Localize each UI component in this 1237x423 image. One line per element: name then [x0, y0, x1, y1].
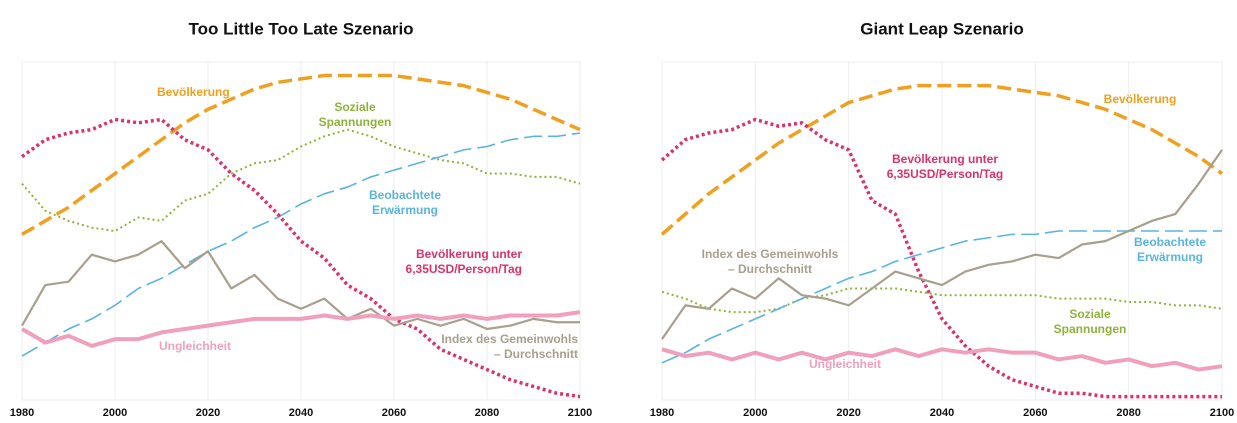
label-line: Soziale — [1069, 307, 1111, 321]
label-line: Bevölkerung — [157, 85, 230, 99]
chart-title: Giant Leap Szenario — [860, 19, 1023, 38]
label-line: 6,35USD/Person/Tag — [406, 262, 522, 276]
x-tick-label: 2080 — [1116, 407, 1140, 419]
label-line: Index des Gemeinwohls — [702, 247, 839, 261]
series-label: Bevölkerung unter 6,35USD/Person/Tag — [887, 152, 1003, 181]
series-label: Index des Gemeinwohls – Durchschnitt — [702, 247, 839, 276]
series-label: Bevölkerung — [1104, 92, 1177, 106]
label-line: Erwärmung — [1137, 250, 1203, 264]
series-line — [661, 149, 1223, 340]
series-label: Bevölkerung — [157, 85, 230, 99]
chart-title: Too Little Too Late Szenario — [188, 19, 413, 38]
label-line: – Durchschnitt — [728, 262, 812, 276]
label-line: Erwärmung — [372, 203, 438, 217]
series-label: Soziale Spannungen — [319, 100, 392, 129]
series-label: Index des Gemeinwohls – Durchschnitt — [441, 332, 578, 361]
x-tick-label: 2100 — [568, 407, 592, 419]
x-tick-label: 2100 — [1210, 407, 1234, 419]
series-line — [660, 83, 1224, 236]
x-tick-label: 2060 — [1023, 407, 1047, 419]
series-label: Beobachtete Erwärmung — [1134, 235, 1206, 264]
x-tick-label: 2060 — [382, 407, 406, 419]
x-tick-label: 2020 — [836, 407, 860, 419]
label-line: 6,35USD/Person/Tag — [887, 167, 1003, 181]
label-line: Ungleichheit — [809, 357, 881, 371]
label-line: Bevölkerung unter — [416, 247, 522, 261]
series-label: Soziale Spannungen — [1054, 307, 1127, 336]
x-tick-label: 2000 — [103, 407, 127, 419]
label-line: Spannungen — [319, 115, 392, 129]
series-line — [21, 128, 581, 232]
label-line: Spannungen — [1054, 322, 1127, 336]
series-line — [21, 240, 580, 331]
series-label: Bevölkerung unter 6,35USD/Person/Tag — [406, 247, 523, 276]
series-line — [21, 73, 581, 236]
label-line: Index des Gemeinwohls — [441, 332, 578, 346]
x-tick-label: 2040 — [289, 407, 313, 419]
series-line — [661, 347, 1223, 372]
label-line: Beobachtete — [1134, 235, 1206, 249]
series-line — [20, 310, 581, 348]
x-tick-label: 2020 — [196, 407, 220, 419]
series-line — [21, 132, 581, 357]
label-line: Bevölkerung unter — [892, 152, 998, 166]
x-tick-label: 1980 — [10, 407, 34, 419]
series-line — [660, 117, 1222, 399]
series-label: Ungleichheit — [159, 339, 231, 353]
x-tick-label: 2040 — [930, 407, 954, 419]
label-line: Soziale — [334, 100, 376, 114]
series-line — [661, 287, 1223, 314]
label-line: Ungleichheit — [159, 339, 231, 353]
series-label: Ungleichheit — [809, 357, 881, 371]
series-line — [20, 117, 581, 399]
label-line: Bevölkerung — [1104, 92, 1177, 106]
label-line: – Durchschnitt — [494, 347, 578, 361]
label-line: Beobachtete — [369, 188, 441, 202]
x-tick-label: 2080 — [475, 407, 499, 419]
series-label: Beobachtete Erwärmung — [369, 188, 441, 217]
x-tick-label: 1980 — [650, 407, 674, 419]
x-tick-label: 2000 — [743, 407, 767, 419]
